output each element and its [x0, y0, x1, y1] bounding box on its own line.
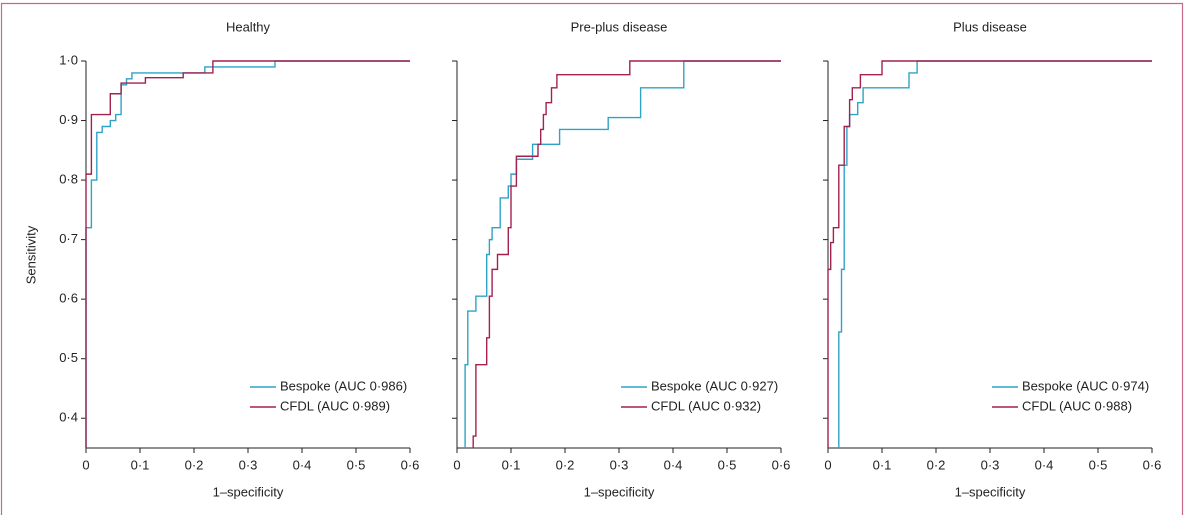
legend-label: Bespoke (AUC 0·927) [651, 378, 778, 393]
x-tick-label: 0·5 [347, 457, 366, 472]
legend-label: Bespoke (AUC 0·974) [1022, 378, 1149, 393]
x-tick-label: 0·3 [981, 457, 1000, 472]
legend-label: CFDL (AUC 0·988) [1022, 398, 1132, 413]
x-tick-label: 0·6 [401, 457, 420, 472]
y-axis-label: Sensitivity [23, 225, 38, 284]
x-axis-label: 1–specificity [955, 484, 1026, 499]
x-tick-label: 0·6 [772, 457, 791, 472]
legend-label: Bespoke (AUC 0·986) [280, 378, 407, 393]
roc-curve [464, 60, 781, 448]
panel-title: Pre-plus disease [571, 19, 668, 34]
y-tick-label: 0·5 [59, 350, 78, 365]
roc-curve [472, 60, 781, 448]
x-tick-label: 0 [82, 457, 89, 472]
x-tick-label: 0 [824, 457, 831, 472]
x-tick-label: 0·2 [185, 457, 204, 472]
y-tick-label: 1·0 [59, 52, 78, 67]
x-tick-label: 0·6 [1143, 457, 1162, 472]
x-tick-label: 0·3 [610, 457, 629, 472]
x-tick-label: 0·2 [927, 457, 946, 472]
x-tick-label: 0·5 [718, 457, 737, 472]
y-tick-label: 0·4 [59, 410, 78, 425]
y-tick-label: 0·6 [59, 291, 78, 306]
y-tick-label: 0·8 [59, 172, 78, 187]
panel-title: Plus disease [953, 19, 1027, 34]
x-axis-label: 1–specificity [584, 484, 655, 499]
x-tick-label: 0·2 [556, 457, 575, 472]
x-tick-label: 0·4 [293, 457, 312, 472]
y-tick-label: 0·7 [59, 231, 78, 246]
roc-curve [827, 60, 1152, 448]
x-tick-label: 0 [453, 457, 460, 472]
panel-title: Healthy [226, 19, 271, 34]
roc-curve [85, 60, 410, 448]
x-tick-label: 0·3 [239, 457, 258, 472]
x-tick-label: 0·4 [1035, 457, 1054, 472]
x-tick-label: 0·5 [1089, 457, 1108, 472]
roc-curve [85, 60, 410, 448]
legend-label: CFDL (AUC 0·932) [651, 398, 761, 413]
x-axis-label: 1–specificity [213, 484, 284, 499]
x-tick-label: 0·1 [131, 457, 150, 472]
x-tick-label: 0·1 [502, 457, 521, 472]
x-tick-label: 0·4 [664, 457, 683, 472]
y-tick-label: 0·9 [59, 112, 78, 127]
x-tick-label: 0·1 [873, 457, 892, 472]
legend-label: CFDL (AUC 0·989) [280, 398, 390, 413]
